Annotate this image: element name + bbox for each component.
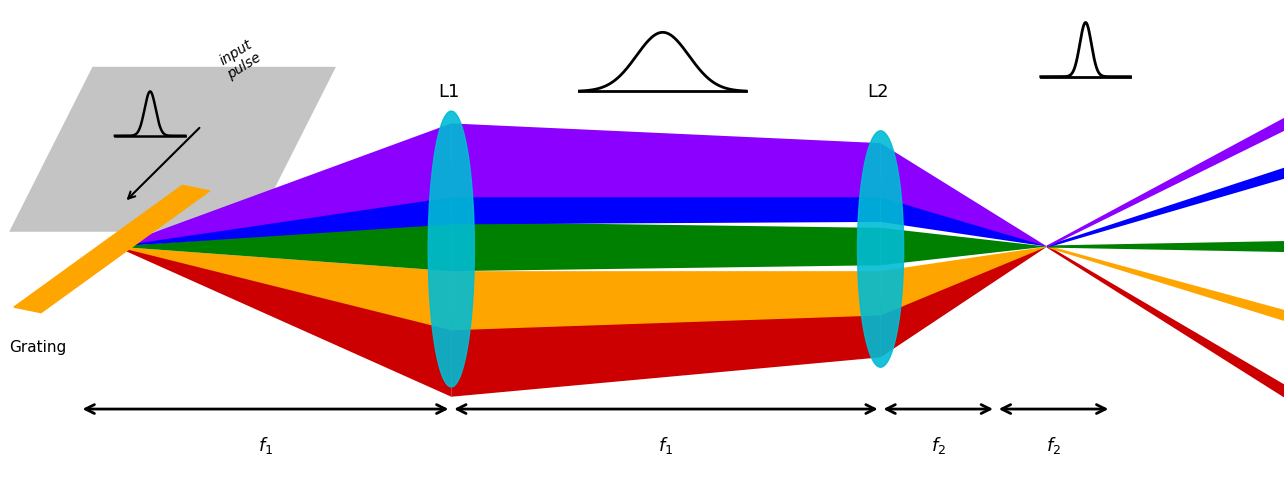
Polygon shape [116, 222, 452, 271]
Text: input
pulse: input pulse [216, 37, 264, 82]
Text: $f_2$: $f_2$ [1046, 435, 1060, 457]
Polygon shape [116, 247, 452, 397]
Polygon shape [880, 247, 1048, 358]
Polygon shape [116, 247, 452, 330]
Polygon shape [452, 165, 880, 225]
Polygon shape [9, 67, 336, 232]
Text: L2: L2 [867, 83, 889, 101]
Polygon shape [116, 165, 452, 247]
Text: L1: L1 [438, 83, 459, 101]
Polygon shape [452, 298, 880, 397]
Polygon shape [1048, 247, 1287, 328]
Text: $f_1$: $f_1$ [658, 435, 673, 457]
Text: $f_1$: $f_1$ [257, 435, 273, 457]
Polygon shape [880, 143, 1048, 247]
Polygon shape [1048, 247, 1287, 412]
Text: Grating: Grating [9, 340, 67, 355]
Polygon shape [857, 131, 903, 367]
Polygon shape [14, 185, 210, 313]
Polygon shape [880, 247, 1048, 315]
Polygon shape [880, 178, 1048, 247]
Polygon shape [1048, 105, 1287, 247]
Polygon shape [1048, 242, 1287, 251]
Polygon shape [452, 271, 880, 330]
Polygon shape [1048, 160, 1287, 247]
Text: $f_2$: $f_2$ [931, 435, 946, 457]
Polygon shape [429, 111, 475, 387]
Polygon shape [452, 124, 880, 197]
Polygon shape [880, 228, 1048, 265]
Polygon shape [116, 124, 452, 247]
Polygon shape [452, 222, 880, 271]
